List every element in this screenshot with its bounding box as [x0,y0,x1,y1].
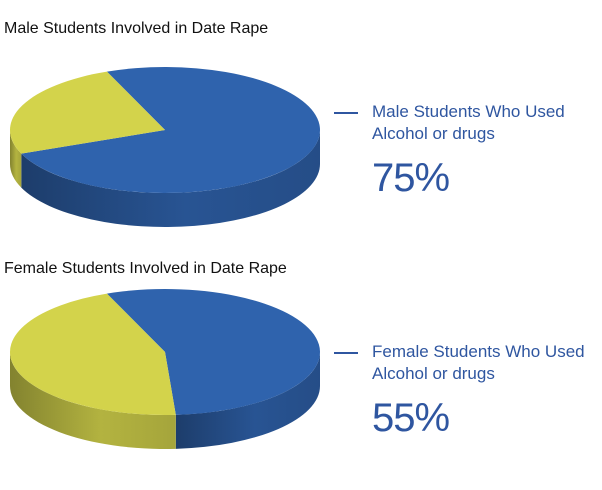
pie-side-0 [175,352,320,449]
female-chart: Female Students Involved in Date Rape Fe… [0,260,602,490]
pie-slice-0 [21,67,321,193]
pie-slice-1 [9,71,165,154]
pie-side-1 [10,352,176,449]
legend-line [334,352,358,354]
chart-title: Female Students Involved in Date Rape [4,260,287,277]
male-chart: Male Students Involved in Date Rape Male… [0,20,602,250]
legend-label: Female Students Who Used Alcohol or drug… [372,342,585,383]
pie-slice-0 [106,289,320,415]
chart-title: Male Students Involved in Date Rape [4,20,269,37]
value-label: 75% [372,156,450,200]
legend-label: Male Students Who Used Alcohol or drugs [372,102,565,143]
pie-chart [9,67,321,227]
legend-line [334,112,358,114]
pie-side-0 [21,130,321,227]
pie-chart [9,289,320,449]
value-label: 55% [372,396,450,440]
pie-side-1 [10,130,22,188]
pie-slice-1 [9,293,176,415]
